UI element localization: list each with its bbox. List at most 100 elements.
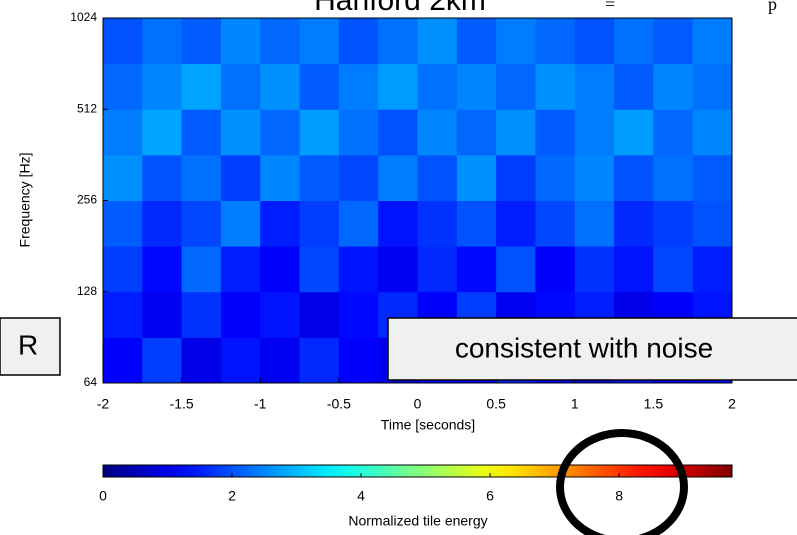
x-tick-label: -1 (254, 396, 267, 412)
heatmap-cell (220, 246, 261, 293)
heatmap-cell (260, 246, 301, 293)
x-tick-label: -0.5 (327, 396, 351, 412)
heatmap-cell (378, 18, 418, 65)
heatmap-cell (535, 109, 576, 156)
heatmap-cell (378, 154, 418, 201)
heatmap-cell (338, 337, 379, 384)
heatmap-cell (103, 63, 143, 110)
colorbar (102, 464, 733, 478)
heatmap-cell (103, 337, 143, 384)
colorbar-tick-label: 4 (357, 488, 365, 504)
heatmap-cell (496, 18, 536, 65)
heatmap-cell (220, 291, 261, 338)
heatmap-cell (574, 200, 615, 247)
heatmap-cell (653, 63, 694, 110)
heatmap-cell (181, 18, 222, 65)
heatmap-cell (653, 154, 694, 201)
y-tick-label: 128 (77, 284, 97, 298)
title-fragment: = (605, 0, 615, 14)
heatmap-cell (260, 337, 301, 384)
heatmap-cell (535, 18, 576, 65)
colorbar-tick-label: 0 (99, 488, 107, 504)
heatmap-cell (299, 63, 340, 110)
heatmap-cell (103, 291, 143, 338)
heatmap-cell (496, 246, 536, 293)
heatmap-cell (338, 18, 379, 65)
heatmap-cell (653, 109, 694, 156)
heatmap-cell (456, 18, 497, 65)
highlight-circle (556, 429, 688, 535)
heatmap-cell (142, 63, 183, 110)
heatmap-cell (653, 246, 694, 293)
heatmap-cell (417, 63, 458, 110)
heatmap-cell (142, 18, 183, 65)
heatmap-cell (220, 18, 261, 65)
colorbar-tick-label: 2 (228, 488, 236, 504)
heatmap-cell (692, 200, 733, 247)
callout-box (387, 317, 797, 381)
y-tick-label: 64 (84, 375, 98, 389)
heatmap-cell (378, 200, 418, 247)
y-tick-label: 256 (77, 193, 97, 207)
heatmap-cell (181, 337, 222, 384)
x-tick-label: 1 (571, 396, 579, 412)
x-tick-label: 2 (728, 396, 736, 412)
heatmap-cell (535, 246, 576, 293)
heatmap-cell (181, 200, 222, 247)
heatmap-cell (181, 246, 222, 293)
heatmap-cell (535, 154, 576, 201)
heatmap-cell (378, 246, 418, 293)
heatmap-cell (181, 63, 222, 110)
heatmap-cell (299, 109, 340, 156)
heatmap-cell (496, 200, 536, 247)
colorbar-label: Normalized tile energy (348, 513, 487, 529)
heatmap-cell (692, 63, 733, 110)
heatmap-cell (496, 63, 536, 110)
heatmap-cell (299, 337, 340, 384)
heatmap-cell (260, 291, 301, 338)
heatmap-cell (260, 109, 301, 156)
heatmap-cell (574, 18, 615, 65)
heatmap-cell (456, 200, 497, 247)
colorbar-tick-label: 8 (615, 488, 623, 504)
callout: consistent with noise (455, 332, 713, 363)
heatmap-cell (299, 18, 340, 65)
heatmap-cell (535, 200, 576, 247)
heatmap-cell (378, 63, 418, 110)
callout: R (18, 329, 38, 360)
heatmap-cell (181, 154, 222, 201)
heatmap-cell (338, 109, 379, 156)
heatmap-cell (142, 246, 183, 293)
title-fragment: p (768, 0, 777, 14)
heatmap-cell (496, 109, 536, 156)
heatmap-cell (299, 246, 340, 293)
heatmap-cell (456, 154, 497, 201)
heatmap-cell (338, 154, 379, 201)
heatmap-cell (692, 154, 733, 201)
heatmap-cell (220, 337, 261, 384)
x-tick-label: 0 (414, 396, 422, 412)
heatmap-cell (456, 63, 497, 110)
x-tick-label: 1.5 (644, 396, 664, 412)
heatmap-cell (692, 246, 733, 293)
y-tick-label: 1024 (70, 10, 97, 24)
heatmap-cell (142, 109, 183, 156)
heatmap-cell (417, 109, 458, 156)
heatmap-cell (260, 63, 301, 110)
heatmap-cell (181, 291, 222, 338)
heatmap-cell (299, 200, 340, 247)
heatmap-cell (574, 246, 615, 293)
heatmap-cell (220, 200, 261, 247)
heatmap-cell (338, 63, 379, 110)
heatmap-cell (456, 246, 497, 293)
x-axis-label: Time [seconds] (381, 417, 475, 433)
y-tick-label: 512 (77, 101, 97, 115)
x-tick-label: -1.5 (170, 396, 194, 412)
heatmap-cell (142, 291, 183, 338)
heatmap-cell (103, 18, 143, 65)
heatmap-cell (299, 154, 340, 201)
heatmap-cell (220, 154, 261, 201)
heatmap-cell (220, 109, 261, 156)
heatmap-cell (299, 291, 340, 338)
heatmap-cell (417, 18, 458, 65)
